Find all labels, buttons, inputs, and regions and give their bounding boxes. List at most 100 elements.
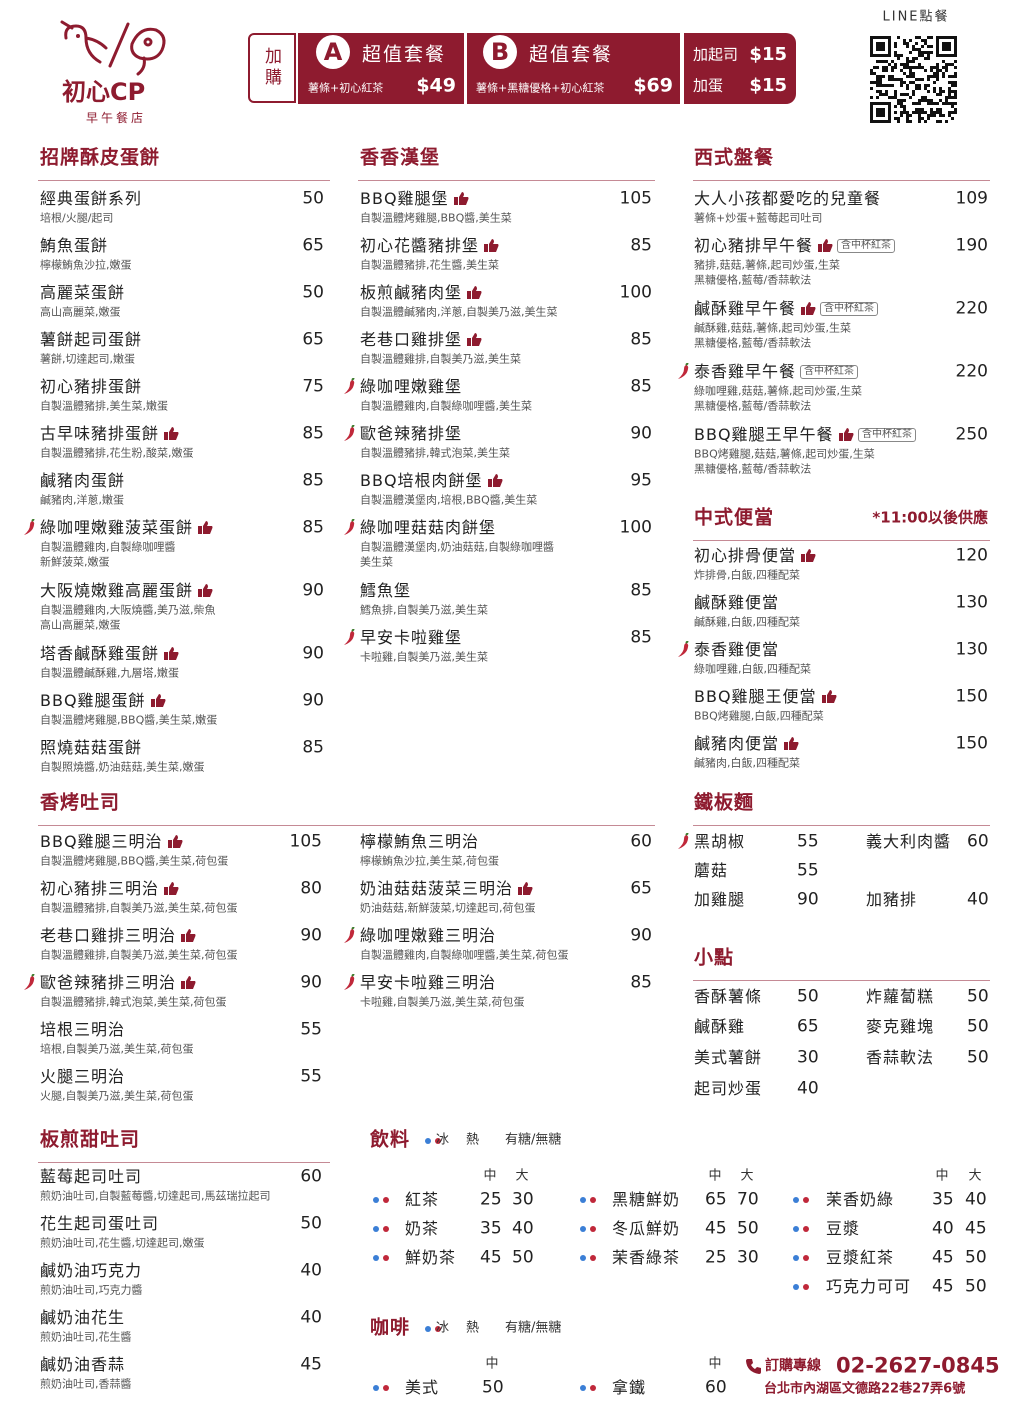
- temp-dots: [425, 1138, 441, 1144]
- item-price: 90: [300, 925, 322, 946]
- item-price: 130: [955, 592, 988, 613]
- item-price: 25: [705, 1247, 727, 1268]
- item-name: BBQ培根肉餅堡: [360, 471, 483, 490]
- item-price: 40: [797, 1078, 819, 1099]
- like-icon: [467, 332, 482, 346]
- item-price: 25: [480, 1189, 502, 1210]
- item-name: 高麗菜蛋餅: [40, 283, 126, 302]
- like-icon: [181, 928, 196, 942]
- item-price: 45: [300, 1354, 322, 1375]
- item-name: 板煎鹹豬肉堡: [360, 283, 463, 302]
- item-price: 85: [630, 627, 652, 648]
- item-desc: 鱈魚排,自製美乃滋,美生菜: [360, 603, 488, 617]
- like-icon: [198, 583, 213, 597]
- tag: 含中杯紅茶: [800, 365, 858, 379]
- phone-icon: [746, 1359, 761, 1374]
- item-price: 65: [302, 235, 324, 256]
- item-name: 拿鐵: [612, 1378, 647, 1397]
- item-name: 香蒜軟法: [866, 1048, 935, 1067]
- item-desc: 煎奶油吐司,自製藍莓醬,切達起司,馬茲瑞拉起司: [40, 1189, 271, 1203]
- item-price: 45: [932, 1247, 954, 1268]
- item-price: 65: [705, 1189, 727, 1210]
- item-desc: 自製溫體豬排,花生醬,美生菜: [360, 258, 499, 272]
- section-title: 咖啡: [370, 1316, 411, 1339]
- like-icon: [454, 191, 469, 205]
- temp-dots: [793, 1197, 809, 1203]
- spicy-icon: [344, 927, 355, 943]
- item-price: 50: [302, 188, 324, 209]
- item-name: BBQ雞腿王早午餐: [694, 425, 834, 444]
- item-desc: 自製溫體漢堡肉,培根,BBQ醬,美生菜: [360, 493, 538, 507]
- item-name: 茉香奶綠: [826, 1190, 895, 1209]
- item-price: 35: [480, 1218, 502, 1239]
- like-icon: [518, 881, 533, 895]
- extras-box: [684, 33, 796, 104]
- item-name: 培根三明治: [40, 1020, 126, 1039]
- like-icon: [168, 834, 183, 848]
- item-name: 初心排骨便當: [694, 546, 797, 565]
- item-price: 50: [797, 986, 819, 1007]
- spicy-icon: [344, 519, 355, 535]
- item-name: 冬瓜鮮奶: [612, 1219, 681, 1238]
- item-name: 花生起司蛋吐司: [40, 1214, 160, 1233]
- item-name: 麥克雞塊: [866, 1017, 935, 1036]
- item-price: 55: [797, 860, 819, 881]
- item-price: 50: [302, 282, 324, 303]
- like-icon: [484, 238, 499, 252]
- like-icon: [822, 689, 837, 703]
- like-icon: [467, 285, 482, 299]
- item-desc: 薯餅,切達起司,嫩蛋: [40, 352, 135, 366]
- item-name: 紅茶: [405, 1190, 440, 1209]
- like-icon: [839, 427, 854, 441]
- item-desc: 卡啦雞,自製美乃滋,美生菜,荷包蛋: [360, 995, 525, 1009]
- tag: 含中杯紅茶: [858, 428, 916, 442]
- item-name: 早安卡啦雞三明治: [360, 973, 497, 992]
- size-head: 大: [968, 1168, 982, 1184]
- section-note: *11:00以後供應: [872, 508, 988, 527]
- section-title: 招牌酥皮蛋餅: [40, 146, 161, 169]
- item-price: 220: [955, 298, 988, 319]
- temp-dots: [793, 1255, 809, 1261]
- item-desc: 高山高麗菜,嫩蛋: [40, 305, 121, 319]
- spicy-icon: [24, 519, 35, 535]
- like-icon: [488, 473, 503, 487]
- item-desc: 豬排,菇菇,薯條,起司炒蛋,生菜: [694, 258, 840, 272]
- item-price: 85: [302, 517, 324, 538]
- item-name: 鮮奶茶: [405, 1248, 457, 1267]
- like-icon: [784, 736, 799, 750]
- item-name: 加雞腿: [694, 890, 746, 909]
- section-title: 飲料: [370, 1128, 411, 1151]
- item-price: 85: [302, 737, 324, 758]
- item-name: BBQ雞腿堡: [360, 189, 449, 208]
- item-desc: 綠咖哩雞,菇菇,薯條,起司炒蛋,生菜: [694, 384, 862, 398]
- section-rule: [38, 825, 655, 826]
- legend-hot: 熱: [466, 1320, 480, 1336]
- item-desc: 自製溫體雞排,自製美乃滋,美生菜: [360, 352, 521, 366]
- item-price: 55: [300, 1019, 322, 1040]
- item-desc: 黑糖優格,藍莓/香蒜軟法: [694, 462, 812, 476]
- item-desc: 黑糖優格,藍莓/香蒜軟法: [694, 273, 812, 287]
- item-desc: 自製溫體鹹豬肉,洋蔥,自製美乃滋,美生菜: [360, 305, 558, 319]
- item-name: 義大利肉醬: [866, 832, 952, 851]
- item-name: 鹹酥雞便當: [694, 593, 780, 612]
- spicy-icon: [344, 425, 355, 441]
- item-name: 鹹奶油香蒜: [40, 1355, 126, 1374]
- section-title: 板煎甜吐司: [40, 1128, 141, 1151]
- item-desc: 鹹酥雞,白飯,四種配菜: [694, 615, 800, 629]
- item-name: 塔香鹹酥雞蛋餅: [40, 644, 160, 663]
- item-price: 65: [797, 1016, 819, 1037]
- section-rule: [693, 180, 990, 181]
- section-rule: [38, 1162, 330, 1163]
- item-name: 巧克力可可: [826, 1277, 912, 1296]
- section-rule: [693, 825, 990, 826]
- item-price: 85: [302, 423, 324, 444]
- item-name: 蘑菇: [694, 861, 729, 880]
- phone-label: 訂購專線: [765, 1358, 821, 1374]
- like-icon: [198, 520, 213, 534]
- item-price: 130: [955, 639, 988, 660]
- set-letter: A: [323, 38, 343, 66]
- set-a-badge: [316, 35, 350, 69]
- address: 台北市內湖區文德路22巷27弄6號: [764, 1381, 966, 1397]
- item-price: 105: [619, 188, 652, 209]
- item-name: 泰香雞早午餐: [694, 362, 797, 381]
